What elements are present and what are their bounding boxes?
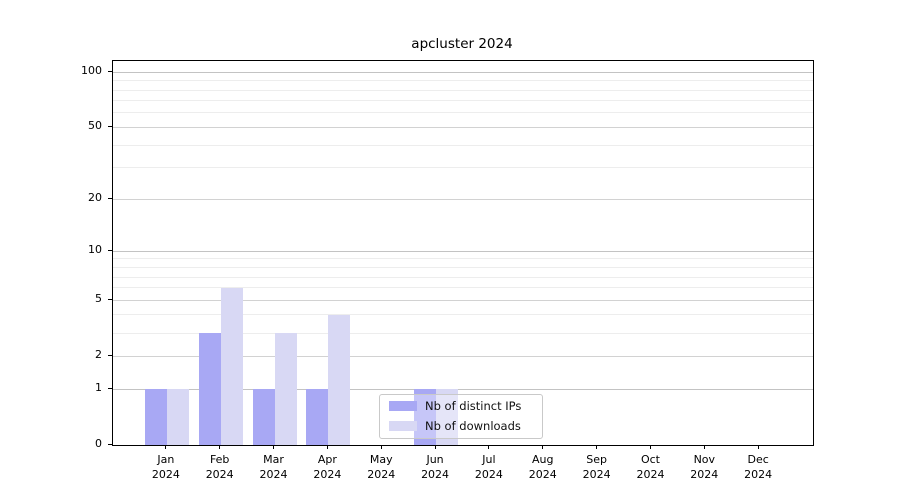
x-tick-label: Oct 2024 — [636, 453, 665, 481]
minor-gridline — [113, 276, 813, 278]
y-tick-label: 10 — [88, 243, 102, 257]
y-tick-label: 0 — [95, 437, 102, 450]
y-tick-label: 100 — [81, 64, 102, 78]
minor-gridline — [113, 332, 813, 334]
x-tick-mark — [542, 445, 544, 449]
y-tick-mark — [108, 198, 112, 200]
x-tick-label: Nov 2024 — [690, 453, 719, 481]
bar-downloads — [436, 389, 459, 445]
x-tick-mark — [649, 445, 651, 449]
x-tick-label: Dec 2024 — [744, 453, 773, 481]
minor-gridline — [113, 80, 813, 82]
x-tick-mark — [326, 445, 328, 449]
minor-gridline — [113, 167, 813, 169]
legend: Nb of distinct IPs Nb of downloads — [379, 394, 543, 439]
minor-gridline — [113, 144, 813, 146]
y-tick-mark — [108, 299, 112, 301]
y-tick-label: 20 — [88, 191, 102, 205]
x-tick-label: Aug 2024 — [528, 453, 557, 481]
x-tick-label: Jun 2024 — [421, 453, 450, 481]
minor-gridline — [113, 258, 813, 260]
major-gridline — [113, 299, 813, 301]
x-tick-mark — [488, 445, 490, 449]
legend-swatch-distinct-ips — [389, 401, 417, 411]
y-tick-mark — [108, 355, 112, 357]
y-tick-mark — [108, 126, 112, 128]
y-tick-mark — [108, 388, 112, 389]
minor-gridline — [113, 267, 813, 268]
y-tick-mark — [108, 444, 112, 445]
x-tick-label: May 2024 — [367, 453, 396, 481]
x-tick-mark — [273, 445, 275, 449]
minor-gridline — [113, 314, 813, 316]
x-tick-label: Jan 2024 — [151, 453, 180, 481]
major-gridline — [113, 250, 813, 252]
chart-title: apcluster 2024 — [411, 36, 513, 52]
major-gridline — [113, 126, 813, 128]
x-tick-mark — [757, 445, 759, 449]
bar-downloads — [274, 333, 297, 445]
legend-item-downloads: Nb of downloads — [380, 416, 542, 436]
x-tick-mark — [703, 445, 705, 449]
x-tick-mark — [165, 445, 167, 449]
bar-distinct-ips — [252, 389, 275, 445]
x-tick-label: Jul 2024 — [474, 453, 503, 481]
minor-gridline — [113, 112, 813, 114]
bar-downloads — [328, 314, 351, 445]
y-tick-mark — [108, 250, 112, 252]
y-tick-label: 50 — [88, 119, 102, 133]
legend-item-distinct-ips: Nb of distinct IPs — [380, 396, 542, 416]
x-tick-label: Mar 2024 — [259, 453, 288, 481]
bar-distinct-ips — [144, 389, 167, 445]
minor-gridline — [113, 89, 813, 91]
x-tick-label: Feb 2024 — [205, 453, 234, 481]
bar-distinct-ips — [414, 389, 437, 445]
legend-label: Nb of downloads — [425, 419, 521, 433]
x-tick-mark — [219, 445, 221, 449]
minor-gridline — [113, 100, 813, 102]
major-gridline — [113, 198, 813, 200]
major-gridline — [113, 388, 813, 390]
y-tick-label: 5 — [95, 292, 102, 306]
y-tick-mark — [108, 71, 112, 73]
x-tick-label: Sep 2024 — [582, 453, 611, 481]
major-gridline — [113, 71, 813, 73]
bar-downloads — [220, 287, 243, 445]
bar-distinct-ips — [198, 333, 221, 445]
x-tick-mark — [596, 445, 598, 449]
legend-swatch-downloads — [389, 421, 417, 431]
plot-area: Nb of distinct IPs Nb of downloads — [112, 60, 814, 446]
x-tick-mark — [434, 445, 436, 449]
x-tick-mark — [380, 445, 382, 449]
major-gridline — [113, 355, 813, 357]
bar-distinct-ips — [306, 389, 329, 445]
legend-label: Nb of distinct IPs — [425, 399, 522, 413]
y-tick-label: 1 — [95, 381, 102, 394]
bar-downloads — [166, 389, 189, 445]
minor-gridline — [113, 287, 813, 289]
y-tick-label: 2 — [95, 348, 102, 362]
x-tick-label: Apr 2024 — [313, 453, 342, 481]
